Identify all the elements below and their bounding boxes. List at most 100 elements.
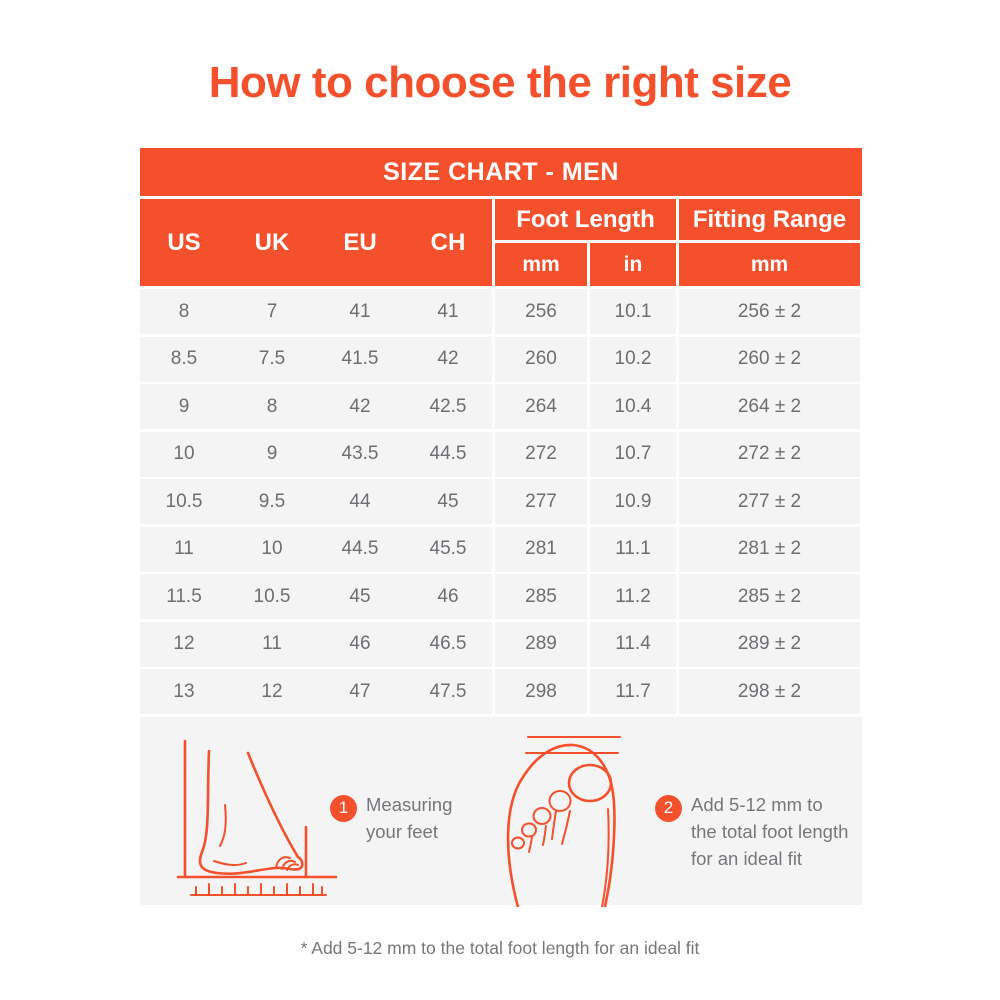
foot-length-mm-cell: 298 xyxy=(495,669,587,714)
size-values-group: 12 11 46 46.5 xyxy=(140,621,492,667)
size-values-group: 9 8 42 42.5 xyxy=(140,384,492,429)
size-cell: 47 xyxy=(349,680,371,702)
fitting-range-cell: 264 ± 2 xyxy=(679,384,860,429)
foot-length-mm-cell: 256 xyxy=(495,289,587,334)
foot-length-mm-cell: 285 xyxy=(495,574,587,619)
size-cell: 7 xyxy=(266,300,278,322)
header-ch: CH xyxy=(430,228,466,256)
step-2-number: 2 xyxy=(663,798,674,817)
step-2-text: Add 5-12 mm to the total foot length for… xyxy=(691,793,849,869)
size-values-group: 8 7 41 41 xyxy=(140,289,492,334)
size-systems-header-group: US UK EU CH xyxy=(140,199,492,286)
size-cell: 46 xyxy=(437,585,459,607)
size-row: 10 9 43.5 44.5 272 10.7 272 ± 2 xyxy=(140,431,862,477)
size-cell: 13 xyxy=(173,680,195,702)
table-body: 8 7 41 41 256 10.1 256 ± 2 8.5 7.5 41.5 42 260 10.2 2… xyxy=(140,289,862,714)
size-row: 11.5 10.5 45 46 285 11.2 285 ± 2 xyxy=(140,574,862,619)
fitting-range-cell: 272 ± 2 xyxy=(679,431,860,477)
foot-length-in-cell: 10.9 xyxy=(590,479,676,524)
foot-length-in-cell: 10.7 xyxy=(590,431,676,477)
size-values-group: 11 10 44.5 45.5 xyxy=(140,526,492,572)
size-values-group: 10.5 9.5 44 45 xyxy=(140,479,492,524)
size-cell: 11.5 xyxy=(166,585,202,607)
size-cell: 46.5 xyxy=(429,633,467,654)
fitting-range-cell: 256 ± 2 xyxy=(679,289,860,334)
size-cell: 10.5 xyxy=(253,585,291,607)
size-cell: 11 xyxy=(174,538,194,559)
step-1-badge: 1 xyxy=(330,794,357,822)
size-values-group: 11.5 10.5 45 46 xyxy=(140,574,492,619)
size-cell: 10 xyxy=(173,443,195,464)
fitting-range-cell: 260 ± 2 xyxy=(679,336,860,382)
foot-length-in-cell: 10.4 xyxy=(590,384,676,429)
fitting-range-cell: 298 ± 2 xyxy=(679,669,860,714)
size-cell: 10.5 xyxy=(165,490,203,512)
foot-length-in-cell: 11.4 xyxy=(590,621,676,667)
size-cell: 9.5 xyxy=(258,490,286,512)
size-cell: 42 xyxy=(349,395,371,417)
size-cell: 8.5 xyxy=(170,348,198,369)
size-cell: 45 xyxy=(437,490,459,512)
size-cell: 12 xyxy=(173,633,195,654)
size-row: 11 10 44.5 45.5 281 11.1 281 ± 2 xyxy=(140,526,862,572)
foot-length-in-cell: 11.2 xyxy=(590,574,676,619)
size-cell: 45 xyxy=(349,585,371,607)
foot-length-mm-cell: 289 xyxy=(495,621,587,667)
size-cell: 45.5 xyxy=(429,538,467,559)
foot-length-mm-cell: 260 xyxy=(495,336,587,382)
size-cell: 8 xyxy=(178,300,190,322)
header-uk: UK xyxy=(254,228,290,256)
size-cell: 9 xyxy=(266,443,278,464)
header-unit-in: in xyxy=(590,243,676,286)
fitting-range-cell: 281 ± 2 xyxy=(679,526,860,572)
size-cell: 8 xyxy=(266,395,278,417)
size-cell: 9 xyxy=(178,395,190,417)
foot-length-in-cell: 10.1 xyxy=(590,289,676,334)
header-foot-length: Foot Length xyxy=(495,199,676,240)
foot-length-in-cell: 11.7 xyxy=(590,669,676,714)
size-row: 12 11 46 46.5 289 11.4 289 ± 2 xyxy=(140,621,862,667)
fitting-range-cell: 285 ± 2 xyxy=(679,574,860,619)
size-row: 10.5 9.5 44 45 277 10.9 277 ± 2 xyxy=(140,479,862,524)
size-values-group: 8.5 7.5 41.5 42 xyxy=(140,336,492,382)
foot-length-in-cell: 11.1 xyxy=(590,526,676,572)
size-values-group: 10 9 43.5 44.5 xyxy=(140,431,492,477)
header-unit-mm: mm xyxy=(495,243,587,286)
foot-length-mm-cell: 277 xyxy=(495,479,587,524)
size-cell: 42 xyxy=(437,348,459,369)
step-1-text: Measuring your feet xyxy=(366,793,453,842)
header-eu: EU xyxy=(343,228,377,256)
size-cell: 12 xyxy=(261,680,283,702)
size-cell: 46 xyxy=(349,633,371,654)
size-cell: 44.5 xyxy=(341,538,379,559)
foot-length-mm-cell: 281 xyxy=(495,526,587,572)
table-banner: SIZE CHART - MEN xyxy=(140,148,862,196)
size-row: 13 12 47 47.5 298 11.7 298 ± 2 xyxy=(140,669,862,714)
step-1-number: 1 xyxy=(338,798,349,817)
size-cell: 42.5 xyxy=(429,395,467,417)
size-values-group: 13 12 47 47.5 xyxy=(140,669,492,714)
size-cell: 47.5 xyxy=(429,680,467,702)
size-cell: 10 xyxy=(261,538,283,559)
size-cell: 44.5 xyxy=(429,443,467,464)
size-cell: 7.5 xyxy=(258,348,286,369)
size-cell: 41.5 xyxy=(341,348,379,369)
foot-length-mm-cell: 272 xyxy=(495,431,587,477)
measuring-instructions-panel: 1 Measuring your feet 2 Add 5-12 mm to t… xyxy=(140,716,862,907)
fitting-range-cell: 289 ± 2 xyxy=(679,621,860,667)
foot-length-in-cell: 10.2 xyxy=(590,336,676,382)
footnote: * Add 5-12 mm to the total foot length f… xyxy=(300,938,700,958)
size-cell: 43.5 xyxy=(341,443,379,464)
table-header: US UK EU CH Foot Length Fitting Range mm… xyxy=(140,199,862,286)
header-us: US xyxy=(167,228,201,256)
size-chart-table: SIZE CHART - MEN US UK EU CH Foot Length… xyxy=(140,148,862,907)
fitting-range-cell: 277 ± 2 xyxy=(679,479,860,524)
size-cell: 44 xyxy=(349,490,371,512)
size-cell: 41 xyxy=(349,300,371,322)
size-cell: 11 xyxy=(262,633,282,654)
foot-side-view-illustration xyxy=(176,739,338,896)
size-cell: 41 xyxy=(437,300,459,322)
size-row: 8 7 41 41 256 10.1 256 ± 2 xyxy=(140,289,862,334)
page-title: How to choose the right size xyxy=(208,58,792,107)
header-unit-fitting-mm: mm xyxy=(679,243,860,286)
